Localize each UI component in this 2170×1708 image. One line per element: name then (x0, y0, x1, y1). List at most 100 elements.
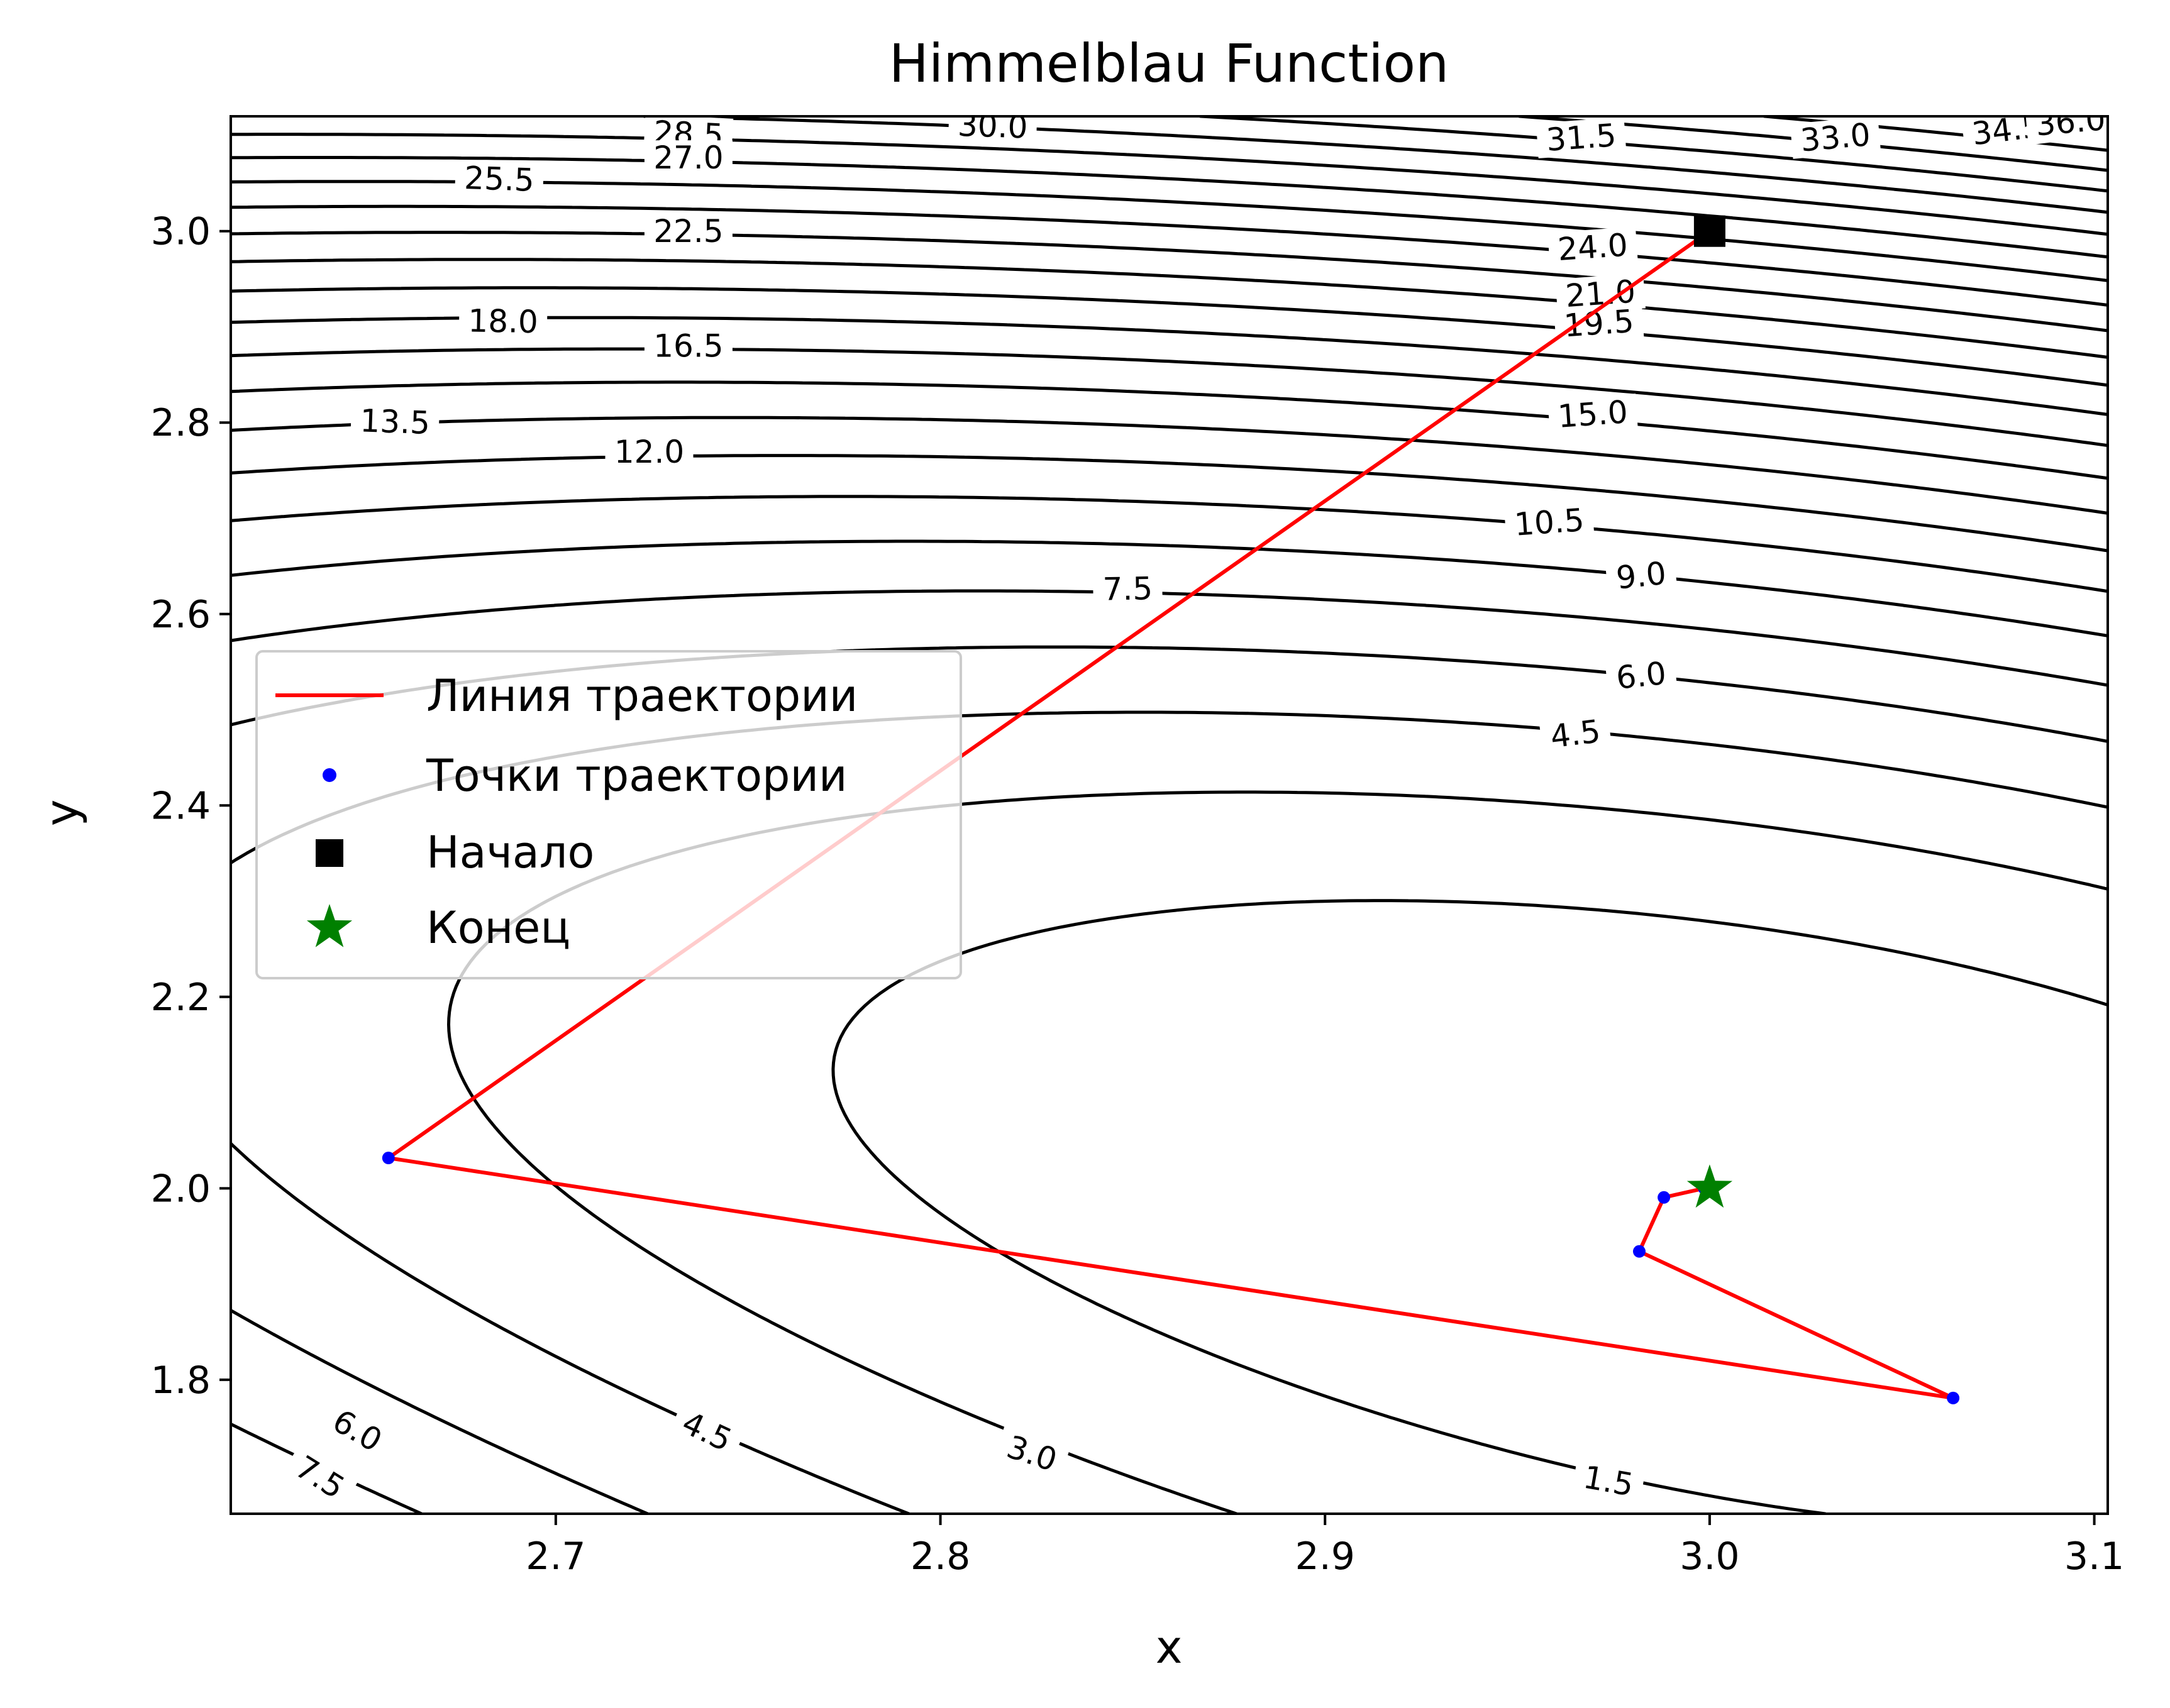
contour-label: 9.0 (1605, 554, 1678, 597)
x-tick-label: 2.8 (911, 1534, 970, 1579)
contour-label-background (644, 328, 733, 364)
contour-label-text: 33.0 (1799, 116, 1872, 158)
x-tick-label: 2.9 (1295, 1534, 1355, 1579)
x-axis: 2.7 2.8 2.9 3.0 3.1 (526, 1514, 2124, 1579)
contour-label: 27.0 (644, 140, 733, 176)
contour-label-background (281, 1444, 359, 1511)
start-marker (1693, 215, 1725, 247)
end-marker (1686, 1164, 1733, 1208)
contour-label-background (668, 1401, 746, 1462)
y-axis-label: y (35, 800, 88, 827)
contour-label: 16.5 (644, 328, 733, 364)
contour-label-text: 18.0 (468, 302, 538, 340)
x-axis-label: x (1156, 1621, 1183, 1673)
contour-label-background (1605, 654, 1678, 697)
legend-label-points: Точки траектории (426, 750, 847, 802)
contour-label-background (605, 434, 694, 470)
contour-level-18.0 (231, 316, 2108, 416)
contour-label-text: 12.0 (614, 434, 684, 470)
contour-label: 12.0 (605, 434, 694, 470)
contour-label: 19.5 (1553, 302, 1644, 344)
contour-label-background (1553, 302, 1644, 344)
contour-label-background (1547, 226, 1638, 268)
y-tick-label: 2.8 (151, 401, 211, 445)
contour-label-text: 30.0 (957, 107, 1028, 146)
y-tick-label: 3.0 (151, 210, 211, 254)
contour-label: 13.5 (350, 402, 440, 441)
legend-label-end: Конец (426, 902, 570, 954)
plot-frame (230, 115, 2109, 1515)
contour-label-text: 15.0 (1556, 394, 1629, 435)
contour-label-background (1536, 117, 1627, 158)
legend-label-line: Линия траектории (426, 670, 858, 722)
y-tick-label: 2.2 (151, 976, 211, 1020)
contour-label-background (1555, 273, 1646, 315)
contour-label-background (1504, 502, 1595, 543)
chart-title: Himmelblau Function (889, 33, 1449, 94)
trajectory-point (1632, 1245, 1646, 1258)
contour-label-text: 9.0 (1614, 555, 1668, 597)
contour-label-background (1605, 554, 1678, 597)
contour-level-7.5 (231, 589, 2108, 1514)
contour-label-background (644, 140, 733, 176)
contour-label-background (455, 160, 544, 199)
legend-box (255, 650, 962, 979)
trajectory (382, 215, 1960, 1404)
contour-label-text: 10.5 (1513, 502, 1585, 543)
y-tick-label: 2.0 (151, 1167, 211, 1211)
contour-level-9.0 (231, 539, 2108, 637)
legend-label-start: Начало (426, 827, 594, 878)
contour-level-1.5 (831, 899, 2108, 1514)
contour-label-text: 24.0 (1556, 226, 1629, 268)
contour-label-background (1539, 712, 1612, 756)
x-tick-label: 3.1 (2064, 1534, 2124, 1579)
contour-label-background (1571, 1457, 1646, 1505)
trajectory-point (382, 1152, 395, 1165)
contour-label-background (350, 402, 440, 441)
trajectory-point (1947, 1391, 1960, 1404)
contour-label: 31.5 (1536, 117, 1627, 158)
contour-level-21.0 (231, 258, 2108, 359)
contour-label: 1.5 (1571, 1457, 1646, 1505)
contour-label: 25.5 (455, 160, 544, 199)
contour-label-background (994, 1426, 1071, 1481)
y-axis: 1.8 2.0 2.2 2.4 2.6 2.8 3.0 (151, 210, 231, 1402)
contour-label-text: 25.5 (463, 160, 534, 199)
contour-label-text: 1.5 (1581, 1459, 1636, 1504)
legend-star-marker (306, 904, 353, 947)
y-tick-label: 1.8 (151, 1358, 211, 1402)
contour-label: 4.5 (1539, 712, 1612, 756)
contour-label: 24.0 (1547, 226, 1638, 268)
contour-label: 18.0 (458, 302, 548, 340)
contour-label-text: 4.5 (1548, 713, 1602, 755)
contour-label-text: 13.5 (360, 402, 431, 441)
contour-label: 33.0 (1790, 116, 1881, 159)
contour-label-text: 27.0 (653, 140, 723, 176)
contour-label: 30.0 (948, 107, 1038, 146)
contour-label-text: 7.5 (1102, 570, 1153, 607)
legend-dot-marker (323, 768, 336, 782)
contour-label: 22.5 (644, 213, 733, 250)
contour-level-22.5 (231, 231, 2108, 333)
contour-label-background (1547, 394, 1638, 435)
contour-label-background (644, 214, 733, 250)
contour-label-text: 31.5 (1545, 117, 1617, 158)
contour-level-19.5 (231, 286, 2108, 387)
contour-label-background (2025, 116, 2108, 143)
contour-label-text: 22.5 (653, 213, 723, 250)
contour-label-background (318, 1398, 396, 1463)
contour-level-10.5 (231, 495, 2108, 593)
contour-label-text: 16.5 (653, 328, 723, 364)
y-tick-label: 2.6 (151, 593, 211, 637)
contour-label-background (458, 303, 548, 340)
contour-labels: 28.5 30.0 31.5 33.0 34.536.027.025.522.5 24.0… (281, 107, 2108, 1511)
y-tick-label: 2.4 (151, 784, 211, 828)
legend: Линия траектории Точки траектории Начало… (255, 650, 962, 979)
contour-level-24.0 (231, 204, 2108, 307)
contour-label-background (1790, 116, 1881, 159)
x-tick-label: 2.7 (526, 1534, 585, 1579)
contour-label-text: 6.0 (1614, 655, 1668, 697)
contour-label: 10.5 (1504, 502, 1595, 543)
trajectory-point (1658, 1191, 1671, 1204)
